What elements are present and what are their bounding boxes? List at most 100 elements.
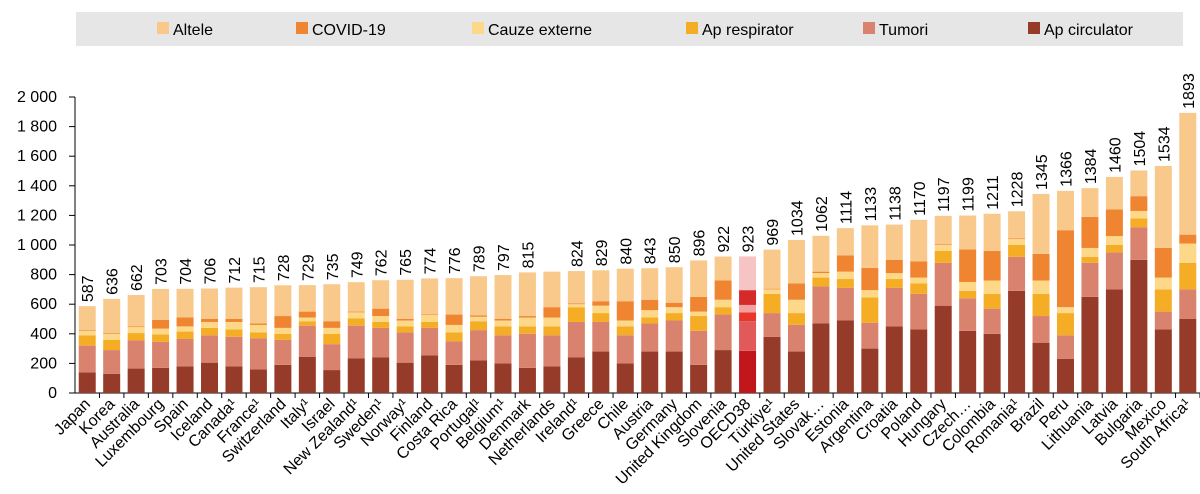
bar-segment — [543, 326, 561, 336]
bar-segment — [714, 256, 732, 281]
bar-segment — [298, 325, 316, 357]
bar-segment — [885, 259, 903, 274]
total-label: 1384 — [1083, 148, 1100, 184]
bar-segment — [763, 336, 781, 393]
bar-segment — [152, 367, 170, 393]
bar-segment — [934, 250, 952, 263]
legend-label: Cauze externe — [488, 22, 592, 39]
bar-segment — [690, 316, 708, 331]
bar-segment — [567, 271, 585, 304]
bar-segment — [641, 323, 659, 352]
bar-segment — [127, 368, 145, 393]
legend-swatch — [157, 22, 169, 34]
bar-segment — [1032, 293, 1050, 317]
bar-segment — [249, 323, 267, 325]
bar-segment — [274, 333, 292, 340]
total-label: 1534 — [1156, 126, 1173, 162]
bar-segment — [690, 296, 708, 312]
bar-segment — [1130, 196, 1148, 211]
bar-segment — [959, 290, 977, 299]
bar-segment — [983, 280, 1001, 294]
bar-segment — [445, 314, 463, 325]
bar-segment — [714, 307, 732, 315]
total-label: 840 — [618, 238, 635, 265]
bar-segment — [983, 250, 1001, 281]
bar-segment — [176, 366, 194, 393]
bar-segment — [274, 327, 292, 334]
legend-label: COVID-19 — [312, 22, 386, 39]
bar-segment — [567, 357, 585, 393]
bar-segment — [470, 330, 488, 361]
total-label: 735 — [325, 253, 342, 280]
bar-segment — [274, 364, 292, 393]
bar-segment — [787, 239, 805, 284]
bar-segment — [421, 355, 439, 393]
bar-segment — [787, 283, 805, 300]
bar-segment — [347, 312, 365, 319]
bar-segment — [445, 324, 463, 333]
total-label: 969 — [765, 219, 782, 246]
bar-segment — [665, 307, 683, 314]
bar-segment — [1154, 277, 1172, 290]
bar-segment — [690, 364, 708, 393]
bar-segment — [518, 317, 536, 327]
bar-segment — [861, 322, 879, 349]
bar-segment — [201, 362, 219, 393]
bar-segment — [592, 270, 610, 302]
bar-segment — [567, 303, 585, 305]
bar-segment — [812, 323, 830, 393]
bar-segment — [836, 271, 854, 280]
bar-segment — [1154, 289, 1172, 312]
bar-segment — [421, 278, 439, 314]
bar-segment — [1032, 253, 1050, 281]
bar-segment — [665, 313, 683, 321]
total-label: 1138 — [887, 186, 904, 221]
total-label: 762 — [374, 249, 391, 276]
bar-segment — [176, 288, 194, 318]
bar-segment — [225, 287, 243, 319]
bar-segment — [1008, 245, 1026, 257]
bar-segment — [1179, 243, 1197, 263]
bar-segment — [1105, 245, 1123, 253]
bar-segment — [812, 286, 830, 324]
legend-swatch — [863, 22, 875, 34]
bar-segment — [1154, 311, 1172, 330]
bar-segment — [78, 335, 96, 346]
y-tick-label: 200 — [30, 355, 57, 372]
bar-segment — [739, 290, 757, 305]
bar-segment — [152, 288, 170, 320]
total-label: 703 — [154, 258, 171, 285]
bar-segment — [641, 268, 659, 300]
bar-segment — [103, 350, 121, 374]
bar-segment — [812, 277, 830, 287]
bar-segment — [739, 304, 757, 313]
bar-segment — [274, 339, 292, 365]
total-label: 1034 — [789, 200, 806, 236]
bar-segment — [763, 289, 781, 294]
bar-segment — [543, 317, 561, 327]
bar-segment — [1105, 289, 1123, 393]
total-label: 850 — [667, 236, 684, 263]
bar-segment — [225, 329, 243, 337]
legend-swatch — [686, 22, 698, 34]
total-label: 1228 — [1010, 172, 1027, 208]
bar-segment — [592, 351, 610, 393]
bar-segment — [665, 320, 683, 352]
bar-segment — [494, 326, 512, 336]
y-tick-label: 600 — [30, 296, 57, 313]
bar-segment — [567, 321, 585, 358]
bar-segment — [616, 268, 634, 302]
bar-segment — [592, 313, 610, 322]
bar-segment — [518, 326, 536, 334]
bar-segment — [201, 321, 219, 328]
bar-segment — [225, 336, 243, 367]
bar-segment — [470, 315, 488, 317]
bar-segment — [372, 321, 390, 328]
y-tick-label: 1 400 — [17, 178, 57, 195]
y-tick-label: 400 — [30, 326, 57, 343]
bar-segment — [274, 316, 292, 328]
bar-segment — [347, 358, 365, 393]
bar-segment — [323, 327, 341, 334]
bar-segment — [1179, 319, 1197, 393]
bar-segment — [641, 351, 659, 393]
